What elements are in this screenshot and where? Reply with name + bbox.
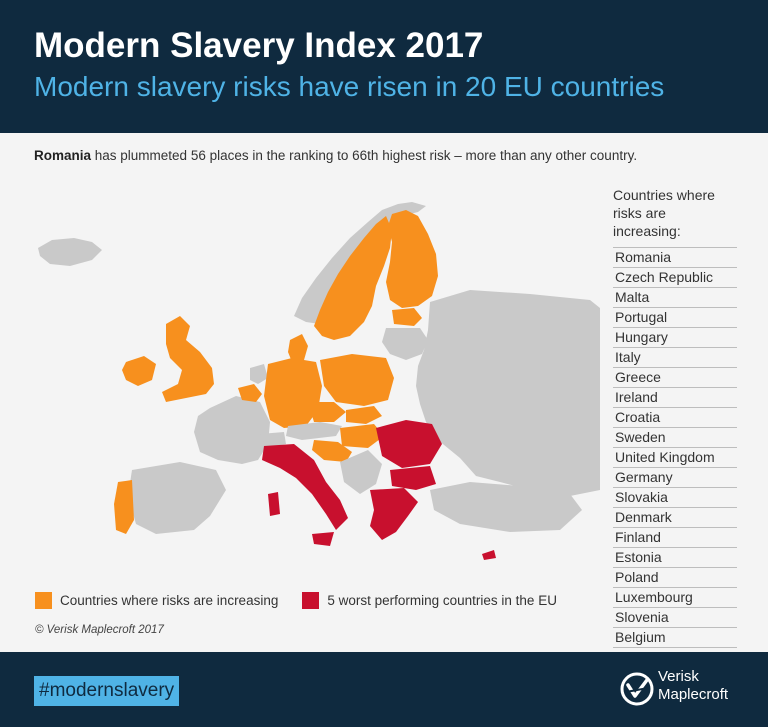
country-item: Czech Republic (613, 268, 737, 288)
germany (264, 358, 322, 428)
sweden (314, 216, 392, 340)
cyprus (482, 550, 496, 560)
sardinia (268, 492, 280, 516)
country-item: Sweden (613, 428, 737, 448)
europe-map (38, 202, 600, 560)
legend-swatch-worst (302, 591, 320, 609)
copyright-text: © Verisk Maplecroft 2017 (35, 624, 164, 636)
header-banner (0, 0, 768, 133)
country-item: Luxembourg (613, 588, 737, 608)
country-list: Romania Czech Republic Malta Portugal Hu… (613, 247, 737, 648)
logo-text: Verisk Maplecroft (658, 668, 728, 704)
greece (370, 488, 418, 540)
sicily (312, 532, 334, 546)
intro-highlight: Romania (34, 148, 92, 163)
country-item: Slovenia (613, 608, 737, 628)
iceland (38, 238, 102, 266)
country-item: Romania (613, 248, 737, 268)
austria (286, 422, 342, 440)
country-item: Malta (613, 288, 737, 308)
sidebar-heading-line1: Countries where (613, 187, 715, 203)
legend-label-increasing: Countries where risks are increasing (60, 592, 279, 608)
slovenia-croatia (312, 440, 352, 462)
country-item: Italy (613, 348, 737, 368)
western-balkans (340, 450, 382, 494)
finland (386, 210, 438, 308)
countries-sidebar: Countries where risks are increasing: Ro… (613, 186, 737, 648)
estonia (392, 308, 422, 326)
legend-swatch-increasing (35, 591, 52, 609)
sidebar-heading: Countries where risks are increasing: (613, 186, 737, 240)
logo-mark-icon (620, 672, 654, 706)
page-subtitle: Modern slavery risks have risen in 20 EU… (34, 71, 665, 102)
country-item: Croatia (613, 408, 737, 428)
country-item: Belgium (613, 628, 737, 648)
czech-republic (308, 402, 346, 422)
country-item: Ireland (613, 388, 737, 408)
denmark (288, 334, 308, 362)
sidebar-heading-line2: risks are increasing: (613, 205, 681, 239)
country-item: United Kingdom (613, 448, 737, 468)
italy (262, 444, 348, 530)
france (194, 396, 270, 464)
ireland (122, 356, 156, 386)
map-legend: Countries where risks are increasing 5 w… (35, 590, 557, 610)
spain (128, 462, 226, 534)
verisk-maplecroft-logo: Verisk Maplecroft (620, 668, 740, 712)
romania (376, 420, 442, 468)
country-item: Estonia (613, 548, 737, 568)
united-kingdom (162, 316, 214, 402)
bulgaria (390, 466, 436, 490)
country-item: Poland (613, 568, 737, 588)
portugal (114, 480, 134, 534)
hashtag-badge[interactable]: #modernslavery (34, 676, 180, 706)
country-item: Germany (613, 468, 737, 488)
hungary (340, 424, 384, 448)
country-item: Finland (613, 528, 737, 548)
eastern-europe (416, 290, 600, 496)
page-title: Modern Slavery Index 2017 (34, 26, 484, 65)
slovakia (346, 406, 382, 424)
country-item: Greece (613, 368, 737, 388)
country-item: Denmark (613, 508, 737, 528)
intro-body: has plummeted 56 places in the ranking t… (91, 148, 638, 163)
logo-line2: Maplecroft (658, 686, 729, 703)
baltics (382, 328, 428, 360)
turkey (430, 482, 582, 532)
netherlands (250, 364, 268, 384)
logo-line1: Verisk (658, 668, 699, 685)
belgium-luxembourg (238, 384, 262, 402)
country-item: Hungary (613, 328, 737, 348)
switzerland (260, 432, 286, 448)
country-item: Portugal (613, 308, 737, 328)
country-item: Slovakia (613, 488, 737, 508)
poland (320, 354, 394, 406)
intro-text: Romania has plummeted 56 places in the r… (34, 148, 637, 163)
legend-label-worst: 5 worst performing countries in the EU (327, 592, 557, 608)
